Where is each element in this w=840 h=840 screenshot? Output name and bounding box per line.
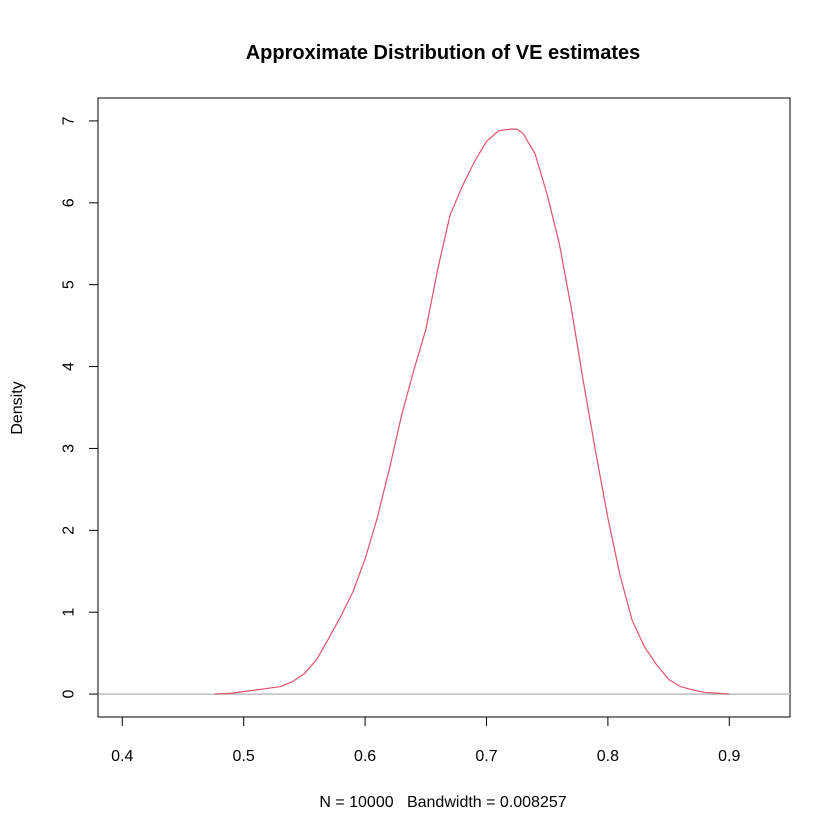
x-tick-label: 0.4 xyxy=(111,748,133,765)
x-tick-label: 0.6 xyxy=(354,748,376,765)
y-tick-label: 4 xyxy=(61,362,78,371)
y-tick-label: 1 xyxy=(61,608,78,617)
x-tick-label: 0.8 xyxy=(597,748,619,765)
y-axis-label: Density xyxy=(9,381,26,434)
y-tick-label: 2 xyxy=(61,526,78,535)
y-tick-label: 5 xyxy=(61,280,78,289)
y-tick-label: 0 xyxy=(61,690,78,699)
chart-title: Approximate Distribution of VE estimates xyxy=(246,42,641,64)
x-tick-label: 0.9 xyxy=(718,748,740,765)
y-tick-label: 3 xyxy=(61,444,78,453)
y-tick-label: 6 xyxy=(61,198,78,207)
y-tick-label: 7 xyxy=(61,116,78,125)
x-tick-label: 0.7 xyxy=(475,748,497,765)
x-tick-label: 0.5 xyxy=(233,748,255,765)
density-line-0 xyxy=(214,128,730,695)
plot-frame xyxy=(97,97,791,718)
x-axis-label: N = 10000 Bandwidth = 0.008257 xyxy=(319,794,566,811)
